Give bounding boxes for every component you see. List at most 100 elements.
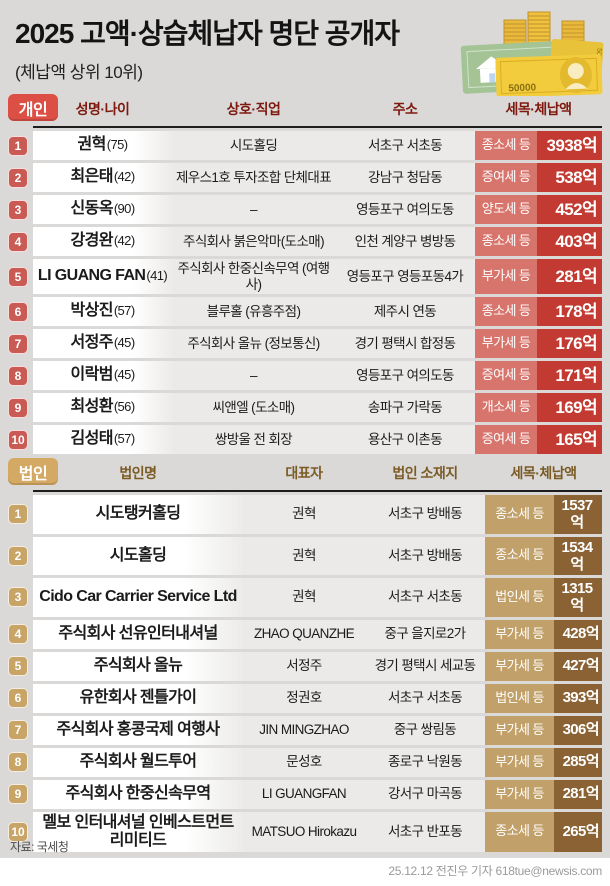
corporate-rows: 1 시도탱커홀딩 권혁 서초구 방배동 종소세 등 1537억 2 시도홀딩 권… [0, 495, 610, 853]
tax-type-cell: 부가세 등 [485, 779, 554, 809]
corporate-table: 법인 법인명 대표자 법인 소재지 세목·체납액 1 시도탱커홀딩 권혁 서초구… [0, 458, 610, 855]
corporate-table-header: 법인 법인명 대표자 법인 소재지 세목·체납액 [0, 458, 610, 488]
table-row: 9 주식회사 한중신속무역 LI GUANGFAN 강서구 마곡동 부가세 등 … [8, 779, 610, 809]
amount-cell: 285억 [554, 747, 602, 777]
business-cell: 블루홀 (유흥주점) [172, 297, 335, 327]
business-cell: 씨앤엘 (도소매) [172, 393, 335, 423]
representative-cell: JIN MINGZHAO [243, 715, 365, 745]
title-block: 2025 고액·상습체납자 명단 공개자 (체납액 상위 10위) [15, 12, 400, 83]
corp-address-cell: 종로구 낙원동 [365, 747, 485, 777]
amount-cell: 3938억 [537, 131, 602, 160]
table-row: 5 LI GUANG FAN (41) 주식회사 한중신속무역 (여행사) 영등포… [8, 259, 610, 295]
table-row: 4 주식회사 선유인터내셔널 ZHAO QUANZHE 중구 을지로2가 부가세… [8, 619, 610, 649]
column-header-name-age: 성명·나이 [75, 101, 130, 117]
address-cell: 송파구 가락동 [335, 393, 475, 423]
svg-text:50000: 50000 [508, 82, 537, 94]
table-row: 2 시도홀딩 권혁 서초구 방배동 종소세 등 1534억 [8, 536, 610, 575]
rank-badge: 3 [8, 587, 28, 608]
rank-badge: 10 [8, 821, 28, 842]
address-cell: 서초구 서초동 [335, 131, 475, 160]
rank-badge: 8 [8, 365, 28, 386]
corp-address-cell: 경기 평택시 세교동 [365, 651, 485, 681]
money-illustration: 50000 50000 [460, 11, 604, 96]
amount-cell: 428억 [554, 619, 602, 649]
corp-address-cell: 서초구 반포동 [365, 811, 485, 853]
rank-badge: 2 [8, 545, 28, 566]
amount-cell: 265억 [554, 811, 602, 853]
representative-cell: 정권호 [243, 683, 365, 713]
representative-cell: 권혁 [243, 578, 365, 617]
page-title: 2025 고액·상습체납자 명단 공개자 [15, 18, 400, 49]
name-cell: LI GUANG FAN (41) [33, 259, 172, 295]
address-cell: 영등포구 여의도동 [335, 361, 475, 391]
amount-cell: 169억 [537, 393, 602, 423]
name-cell: 박상진 (57) [33, 297, 172, 327]
table-row: 3 신동옥 (90) – 영등포구 여의도동 양도세 등 452억 [8, 195, 610, 224]
column-header-tax-amount: 세목·체납액 [505, 101, 572, 117]
table-row: 7 서정주 (45) 주식회사 올뉴 (정보통신) 경기 평택시 합정동 부가세 … [8, 329, 610, 359]
column-header-corp-address: 법인 소재지 [392, 465, 458, 481]
corporate-badge: 법인 [8, 458, 58, 485]
rank-badge: 9 [8, 397, 28, 418]
address-cell: 인천 계양구 병방동 [335, 227, 475, 256]
tax-type-cell: 부가세 등 [485, 747, 554, 777]
individual-table-header: 개인 성명·나이 상호·직업 주소 세목·체납액 [0, 94, 610, 124]
table-row: 1 권혁 (75) 시도홀딩 서초구 서초동 종소세 등 3938억 [8, 131, 610, 160]
header-divider [33, 490, 602, 492]
amount-cell: 178억 [537, 297, 602, 327]
amount-cell: 281억 [537, 259, 602, 295]
business-cell: 주식회사 한중신속무역 (여행사) [172, 259, 335, 295]
rank-badge: 1 [8, 504, 28, 525]
corp-address-cell: 서초구 서초동 [365, 578, 485, 617]
column-header-representative: 대표자 [285, 465, 323, 481]
address-cell: 영등포구 여의도동 [335, 195, 475, 224]
amount-cell: 1537억 [554, 495, 602, 534]
tax-type-cell: 종소세 등 [485, 495, 554, 534]
address-cell: 제주시 연동 [335, 297, 475, 327]
tax-type-cell: 종소세 등 [475, 297, 537, 327]
tax-type-cell: 부가세 등 [485, 651, 554, 681]
column-header-address: 주소 [392, 101, 418, 117]
amount-cell: 171억 [537, 361, 602, 391]
name-cell: 강경완 (42) [33, 227, 172, 256]
business-cell: 주식회사 붉은악마(도소매) [172, 227, 335, 256]
amount-cell: 393억 [554, 683, 602, 713]
table-row: 8 이락범 (45) – 영등포구 여의도동 증여세 등 171억 [8, 361, 610, 391]
amount-cell: 281억 [554, 779, 602, 809]
tax-type-cell: 종소세 등 [475, 131, 537, 160]
address-cell: 용산구 이촌동 [335, 425, 475, 455]
header-divider [33, 126, 602, 128]
tax-type-cell: 종소세 등 [485, 811, 554, 853]
table-row: 4 강경완 (42) 주식회사 붉은악마(도소매) 인천 계양구 병방동 종소세 … [8, 227, 610, 256]
tax-type-cell: 부가세 등 [475, 329, 537, 359]
tax-type-cell: 증여세 등 [475, 361, 537, 391]
amount-cell: 165억 [537, 425, 602, 455]
representative-cell: LI GUANGFAN [243, 779, 365, 809]
rank-badge: 6 [8, 301, 28, 322]
business-cell: 쌍방울 전 회장 [172, 425, 335, 455]
corp-name-cell: 시도탱커홀딩 [33, 495, 243, 534]
corp-address-cell: 서초구 방배동 [365, 536, 485, 575]
rank-badge: 5 [8, 656, 28, 676]
name-cell: 김성태 (57) [33, 425, 172, 455]
representative-cell: 권혁 [243, 536, 365, 575]
name-cell: 최은태 (42) [33, 163, 172, 192]
byline: 25.12.12 전진우 기자 618tue@newsis.com [388, 864, 602, 878]
tax-type-cell: 법인세 등 [485, 578, 554, 617]
table-row: 1 시도탱커홀딩 권혁 서초구 방배동 종소세 등 1537억 [8, 495, 610, 534]
tax-type-cell: 증여세 등 [475, 163, 537, 192]
corp-name-cell: 주식회사 한중신속무역 [33, 779, 243, 809]
corp-name-cell: 시도홀딩 [33, 536, 243, 575]
rank-badge: 4 [8, 231, 28, 252]
business-cell: – [172, 195, 335, 224]
individual-table: 개인 성명·나이 상호·직업 주소 세목·체납액 1 권혁 (75) 시도홀딩 서… [0, 94, 610, 457]
representative-cell: 문성호 [243, 747, 365, 777]
source-label: 자료: 국세청 [10, 840, 69, 854]
amount-cell: 1315억 [554, 578, 602, 617]
column-header-tax-amount: 세목·체납액 [510, 465, 577, 481]
banknote-front-icon: 50000 [495, 54, 603, 96]
business-cell: 주식회사 올뉴 (정보통신) [172, 329, 335, 359]
name-cell: 신동옥 (90) [33, 195, 172, 224]
rank-badge: 10 [8, 429, 28, 450]
